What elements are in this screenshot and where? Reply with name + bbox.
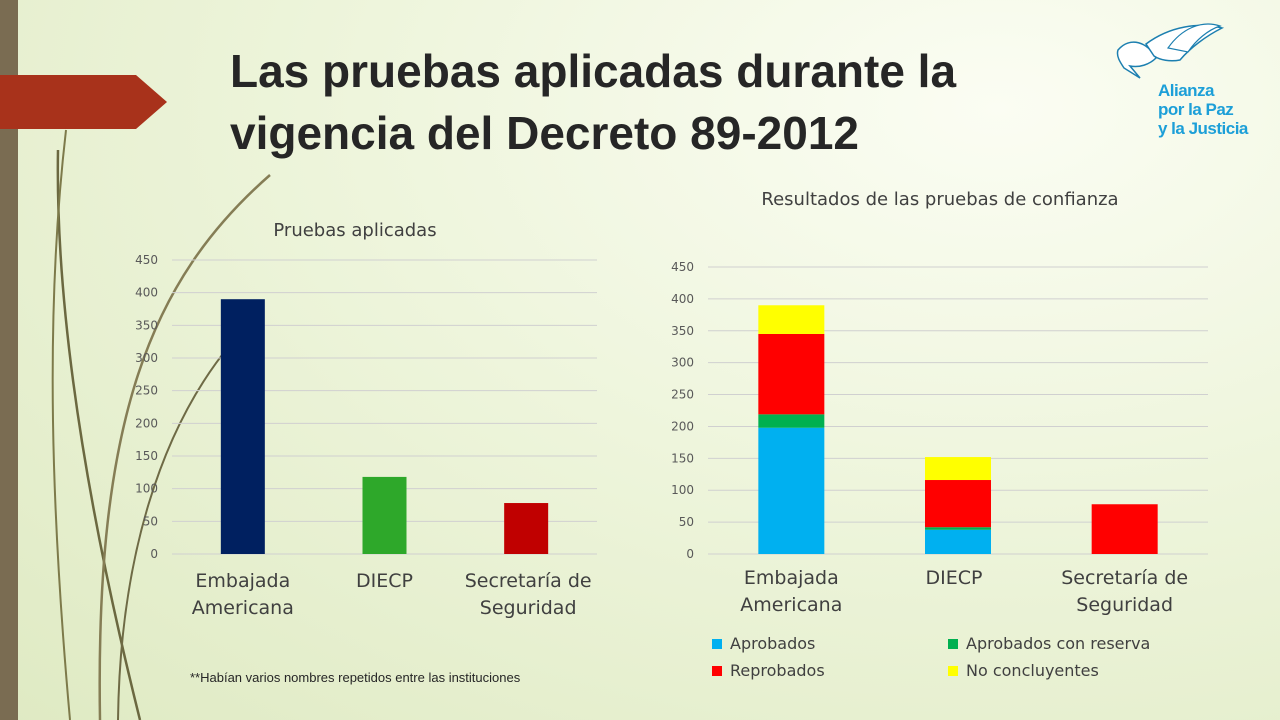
chart2-y-tick-label: 150 xyxy=(671,451,694,465)
chart2-y-tick-label: 250 xyxy=(671,388,694,402)
chart2-bar-segment xyxy=(758,427,825,554)
legend-label: Reprobados xyxy=(730,661,825,680)
logo-line-1: Alianza xyxy=(1158,81,1215,100)
chart2-y-tick-label: 350 xyxy=(671,324,694,338)
chart2-category-label-line-1: DIECP xyxy=(926,567,983,589)
legend-label: No concluyentes xyxy=(966,661,1099,680)
chart2-category-label-line-1: Embajada xyxy=(744,567,839,589)
chart2-title: Resultados de las pruebas de confianza xyxy=(761,189,1119,210)
chart2-category-label-line-2: Americana xyxy=(740,594,842,616)
decorative-swooshes xyxy=(51,129,271,720)
legend-item: No concluyentes xyxy=(948,661,1182,680)
chart2-legend: Aprobados Aprobados con reserva Reprobados… xyxy=(712,634,1182,680)
chart2-y-tick-label: 300 xyxy=(671,356,694,370)
page-title: Las pruebas aplicadas durante la vigenci… xyxy=(230,45,957,159)
chart2-y-tick-label: 50 xyxy=(679,515,694,529)
legend-swatch xyxy=(948,638,958,649)
chart2-y-tick-label: 100 xyxy=(671,483,694,497)
chart1-category-label-line-1: DIECP xyxy=(356,570,413,592)
legend-swatch xyxy=(948,665,958,676)
chart1-bar xyxy=(362,476,407,554)
legend-item: Reprobados xyxy=(712,661,948,680)
logo-line-3: y la Justicia xyxy=(1158,119,1248,138)
legend-label: Aprobados xyxy=(730,634,816,653)
chart1-bar xyxy=(504,503,549,554)
chart1-title: Pruebas aplicadas xyxy=(273,220,437,241)
chart2-bar-segment xyxy=(758,305,825,334)
chart2-bar-segment xyxy=(758,333,825,415)
logo-line-2: por la Paz xyxy=(1158,100,1234,119)
legend-item: Aprobados xyxy=(712,634,948,653)
chart2-bar-segment xyxy=(1091,504,1158,554)
legend-swatch xyxy=(712,638,722,649)
legend-label: Aprobados con reserva xyxy=(966,634,1151,653)
legend-swatch xyxy=(712,665,722,676)
chart2-y-tick-label: 400 xyxy=(671,292,694,306)
chart2-bar-segment xyxy=(925,457,991,481)
chart1-category-label-line-2: Seguridad xyxy=(480,597,577,619)
title-arrow-accent xyxy=(0,75,167,129)
chart2-bar-segment xyxy=(925,480,991,528)
alianza-logo: Alianza por la Paz y la Justicia xyxy=(1110,22,1260,152)
dove-icon xyxy=(1116,23,1225,79)
chart2-category-label-line-1: Secretaría de xyxy=(1061,567,1188,589)
legend-item: Aprobados con reserva xyxy=(948,634,1182,653)
chart2-bar-segment xyxy=(758,414,825,428)
chart2-y-tick-label: 200 xyxy=(671,419,694,433)
chart2-bar-segment xyxy=(925,527,991,530)
chart2-category-label-line-2: Seguridad xyxy=(1076,594,1173,616)
chart2-bar-segment xyxy=(925,529,991,554)
footnote: **Habían varios nombres repetidos entre … xyxy=(190,670,521,685)
chart2-y-tick-label: 450 xyxy=(671,260,694,274)
left-accent-bar xyxy=(0,0,18,720)
chart1-category-label-line-1: Secretaría de xyxy=(465,570,592,592)
chart2-y-tick-label: 0 xyxy=(686,547,694,561)
